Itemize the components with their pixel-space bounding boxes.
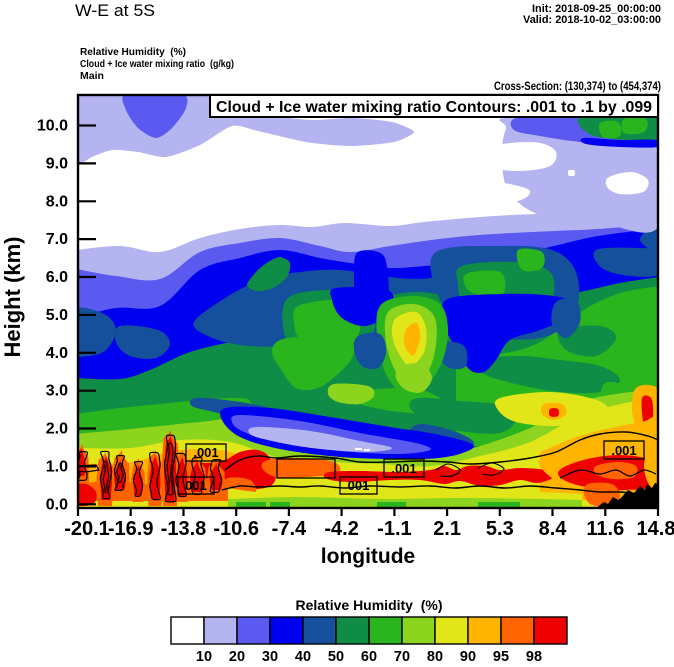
svg-text:40: 40 [295, 649, 311, 665]
svg-text:.001: .001 [611, 443, 636, 458]
svg-text:60: 60 [361, 649, 377, 665]
svg-text:3.0: 3.0 [46, 383, 68, 400]
svg-text:14.8: 14.8 [637, 518, 674, 540]
svg-text:-4.2: -4.2 [324, 518, 358, 540]
svg-text:98: 98 [526, 649, 542, 665]
svg-text:8.0: 8.0 [46, 193, 68, 210]
svg-text:Cloud + Ice water mixing ratio: Cloud + Ice water mixing ratio (g/kg) [80, 58, 234, 70]
svg-text:-20.1: -20.1 [64, 518, 110, 540]
svg-text:Cloud + Ice water mixing ratio: Cloud + Ice water mixing ratio Contours:… [216, 99, 652, 116]
svg-text:90: 90 [460, 649, 476, 665]
svg-text:9.0: 9.0 [46, 155, 68, 172]
svg-text:2.1: 2.1 [433, 518, 461, 540]
svg-text:50: 50 [328, 649, 344, 665]
svg-text:0.0: 0.0 [46, 496, 68, 513]
svg-text:4.0: 4.0 [46, 345, 68, 362]
svg-text:-13.8: -13.8 [161, 518, 207, 540]
svg-text:2.0: 2.0 [46, 421, 68, 438]
svg-text:001: 001 [185, 478, 207, 493]
svg-text:.001: .001 [391, 461, 416, 476]
svg-text:30: 30 [262, 649, 278, 665]
svg-text:001: 001 [348, 478, 370, 493]
svg-text:-7.4: -7.4 [272, 518, 307, 540]
svg-text:10.0: 10.0 [37, 118, 68, 135]
svg-text:-10.6: -10.6 [213, 518, 259, 540]
svg-text:80: 80 [427, 649, 443, 665]
svg-text:20: 20 [229, 649, 245, 665]
svg-text:Cross-Section: (130,374) to (4: Cross-Section: (130,374) to (454,374) [494, 79, 661, 93]
svg-text:Height (km): Height (km) [0, 237, 25, 358]
svg-text:95: 95 [493, 649, 509, 665]
svg-text:.001: .001 [193, 445, 218, 460]
svg-text:Relative Humidity (%): Relative Humidity (%) [295, 597, 442, 613]
svg-text:longitude: longitude [321, 545, 415, 568]
svg-text:7.0: 7.0 [46, 231, 68, 248]
svg-text:5.3: 5.3 [486, 518, 514, 540]
svg-text:-1.1: -1.1 [377, 518, 411, 540]
svg-text:Valid: 2018-10-02_03:00:00: Valid: 2018-10-02_03:00:00 [523, 14, 661, 26]
svg-text:Init: 2018-09-25_00:00:00: Init: 2018-09-25_00:00:00 [532, 3, 661, 15]
svg-text:70: 70 [394, 649, 410, 665]
svg-text:1.0: 1.0 [46, 458, 68, 475]
svg-text:Main: Main [80, 70, 104, 82]
svg-text:5.0: 5.0 [46, 307, 68, 324]
svg-text:10: 10 [196, 649, 212, 665]
svg-text:Relative Humidity (%): Relative Humidity (%) [80, 46, 186, 58]
svg-text:11.6: 11.6 [586, 518, 624, 540]
svg-text:6.0: 6.0 [46, 269, 68, 286]
svg-text:-16.9: -16.9 [108, 518, 154, 540]
svg-text:W-E at 5S: W-E at 5S [75, 1, 155, 20]
svg-text:8.4: 8.4 [539, 518, 568, 540]
